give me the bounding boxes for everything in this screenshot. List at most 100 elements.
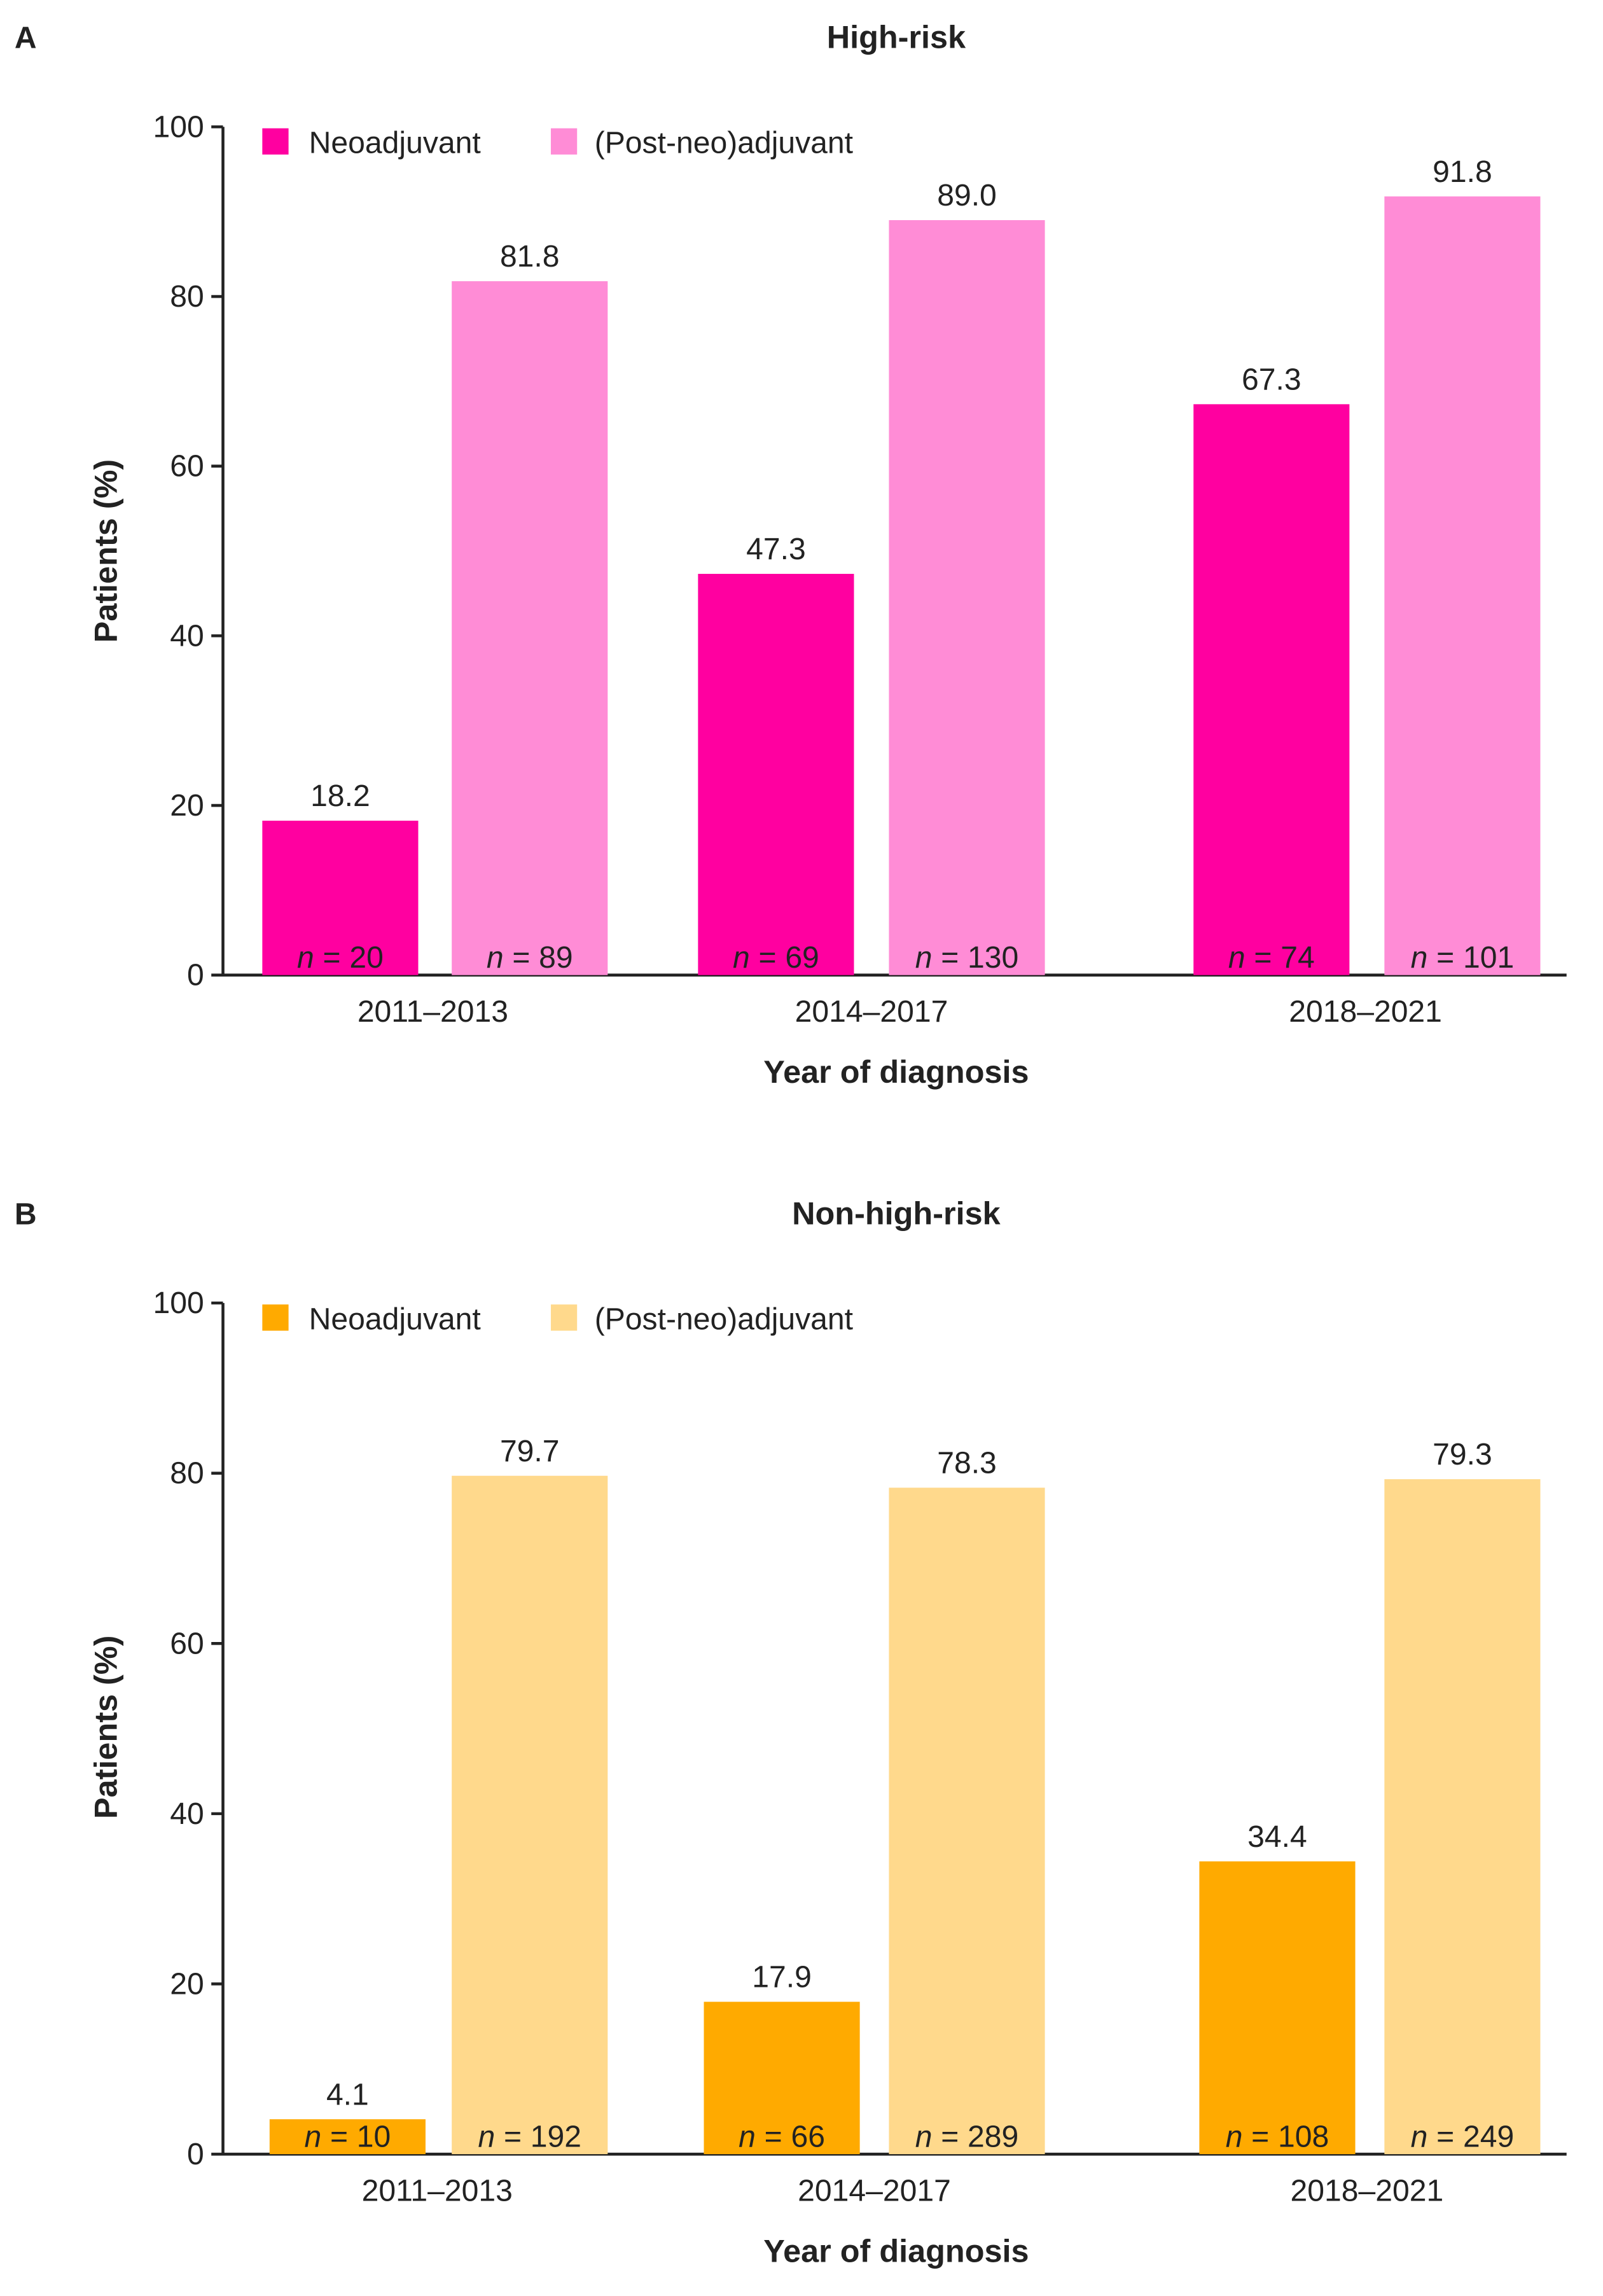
y-tick-label: 100 xyxy=(153,1286,204,1320)
bar-value-label: 67.3 xyxy=(1242,362,1301,396)
x-category-label: 2014–2017 xyxy=(795,994,948,1029)
n-count: 192 xyxy=(531,2120,581,2154)
bar xyxy=(262,821,419,975)
n-count: 249 xyxy=(1463,2120,1514,2154)
n-equals: = xyxy=(1436,940,1454,975)
bar-value-label: 34.4 xyxy=(1247,1819,1307,1854)
n-symbol: n xyxy=(487,940,504,975)
bar-n-label: n = 130 xyxy=(915,940,1019,975)
n-symbol: n xyxy=(297,940,314,975)
bar xyxy=(698,574,854,975)
legend-swatch xyxy=(550,128,578,155)
bar xyxy=(704,2001,860,2155)
n-symbol: n xyxy=(739,2120,756,2154)
n-equals: = xyxy=(941,940,959,975)
y-tick-label: 40 xyxy=(170,1797,204,1831)
y-tick-label: 0 xyxy=(187,2137,204,2171)
bar-n-label: n = 249 xyxy=(1411,2120,1515,2154)
legend-label: (Post-neo)adjuvant xyxy=(595,126,854,160)
x-category-label: 2018–2021 xyxy=(1291,2173,1444,2208)
n-equals: = xyxy=(758,940,776,975)
n-count: 74 xyxy=(1280,940,1315,975)
y-axis-title: Patients (%) xyxy=(87,1636,123,1819)
bar xyxy=(269,2119,426,2155)
bar xyxy=(889,1487,1045,2155)
y-tick-label: 60 xyxy=(170,1626,204,1660)
y-tick-label: 40 xyxy=(170,618,204,653)
n-symbol: n xyxy=(1411,2120,1428,2154)
bar xyxy=(1384,196,1541,975)
n-equals: = xyxy=(941,2120,959,2154)
n-symbol: n xyxy=(915,940,933,975)
panel-label: A xyxy=(15,21,37,55)
bar xyxy=(1193,404,1350,975)
n-equals: = xyxy=(1254,940,1272,975)
n-equals: = xyxy=(323,940,341,975)
bar-value-label: 79.7 xyxy=(500,1434,560,1468)
bar xyxy=(1199,1861,1356,2155)
y-tick-label: 100 xyxy=(153,109,204,144)
n-count: 101 xyxy=(1463,940,1514,975)
n-count: 289 xyxy=(968,2120,1018,2154)
n-equals: = xyxy=(330,2120,348,2154)
n-equals: = xyxy=(504,2120,522,2154)
legend-swatch xyxy=(262,1304,289,1331)
n-equals: = xyxy=(1251,2120,1269,2154)
n-count: 66 xyxy=(791,2120,824,2154)
n-symbol: n xyxy=(1411,940,1428,975)
bar xyxy=(1384,1479,1541,2155)
bar xyxy=(452,1475,608,2155)
legend-label: Neoadjuvant xyxy=(309,1302,482,1336)
x-category-label: 2014–2017 xyxy=(798,2173,951,2208)
bar-value-label: 89.0 xyxy=(937,178,997,212)
chart-title: Non-high-risk xyxy=(792,1195,1001,1231)
n-symbol: n xyxy=(1226,2120,1243,2154)
bar-value-label: 47.3 xyxy=(746,532,806,566)
bar-n-label: n = 101 xyxy=(1411,940,1515,975)
chart-panel-b: B Non-high-risk 0 20 40 60 80 100 Patients (%) Ye… xyxy=(15,1195,1567,2269)
n-symbol: n xyxy=(478,2120,495,2154)
bar xyxy=(452,281,608,975)
bar-n-label: n = 289 xyxy=(915,2120,1019,2154)
n-symbol: n xyxy=(304,2120,321,2154)
legend-label: (Post-neo)adjuvant xyxy=(595,1302,854,1336)
bar-n-label: n = 69 xyxy=(733,940,819,975)
y-axis-title: Patients (%) xyxy=(87,459,123,643)
bar-n-label: n = 66 xyxy=(739,2120,825,2154)
y-tick-label: 20 xyxy=(170,1966,204,2001)
bar-n-label: n = 10 xyxy=(304,2120,391,2154)
y-tick-label: 80 xyxy=(170,1456,204,1491)
chart-title: High-risk xyxy=(827,19,966,55)
legend-label: Neoadjuvant xyxy=(309,126,482,160)
n-count: 108 xyxy=(1278,2120,1329,2154)
bar-value-label: 78.3 xyxy=(937,1446,997,1480)
n-count: 130 xyxy=(968,940,1018,975)
bar-value-label: 17.9 xyxy=(752,1960,812,1994)
bar-n-label: n = 74 xyxy=(1228,940,1315,975)
panel-label: B xyxy=(15,1197,37,1231)
n-equals: = xyxy=(765,2120,782,2154)
bar-n-label: n = 89 xyxy=(487,940,573,975)
x-axis-title: Year of diagnosis xyxy=(763,1054,1029,1090)
y-tick-label: 20 xyxy=(170,788,204,823)
x-category-label: 2018–2021 xyxy=(1289,994,1442,1029)
x-category-label: 2011–2013 xyxy=(362,2173,513,2208)
x-axis-title: Year of diagnosis xyxy=(763,2233,1029,2269)
bar-n-label: n = 192 xyxy=(478,2120,581,2154)
n-equals: = xyxy=(1436,2120,1454,2154)
bar-value-label: 79.3 xyxy=(1433,1437,1492,1472)
bar-value-label: 91.8 xyxy=(1433,155,1492,189)
bar-n-label: n = 108 xyxy=(1226,2120,1329,2154)
bar-value-label: 4.1 xyxy=(326,2077,369,2112)
n-count: 10 xyxy=(357,2120,391,2154)
bar-n-label: n = 20 xyxy=(297,940,384,975)
n-count: 69 xyxy=(785,940,819,975)
n-equals: = xyxy=(512,940,530,975)
n-symbol: n xyxy=(915,2120,933,2154)
n-count: 89 xyxy=(539,940,573,975)
n-symbol: n xyxy=(733,940,750,975)
chart-panel-a: A High-risk 0 20 40 60 80 100 Patients (%) Year o… xyxy=(15,19,1567,1090)
legend-swatch xyxy=(550,1304,578,1331)
legend-swatch xyxy=(262,128,289,155)
